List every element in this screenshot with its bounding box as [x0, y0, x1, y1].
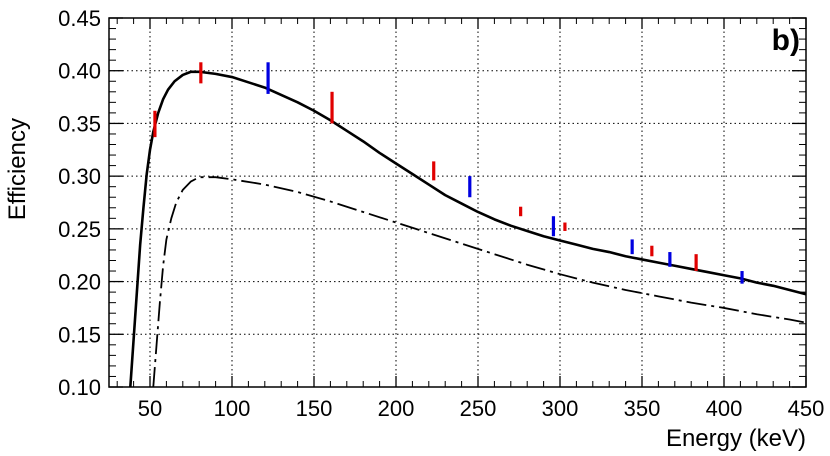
tick-labels: 50 100 150 200 250 300 350 400 450 0.10 0.15 0.20 0.… [58, 6, 824, 421]
y-tick-label: 0.10 [58, 375, 101, 400]
axis-ticks [109, 17, 807, 388]
data-error-bars [153, 62, 744, 284]
x-tick-label: 400 [706, 396, 743, 421]
y-tick-label: 0.40 [58, 59, 101, 84]
y-tick-label: 0.30 [58, 164, 101, 189]
x-tick-label: 450 [788, 396, 825, 421]
curve-fit-solid [129, 70, 807, 388]
y-tick-label: 0.20 [58, 270, 101, 295]
y-tick-label: 0.15 [58, 322, 101, 347]
x-tick-label: 200 [378, 396, 415, 421]
x-tick-label: 100 [214, 396, 251, 421]
x-axis-title: Energy (keV) [666, 425, 806, 452]
y-tick-label: 0.45 [58, 6, 101, 31]
x-tick-label: 50 [138, 396, 162, 421]
y-axis-title: Efficiency [4, 118, 31, 220]
panel-label: b) [772, 24, 800, 57]
y-tick-label: 0.25 [58, 217, 101, 242]
x-tick-label: 250 [460, 396, 497, 421]
plot-frame [108, 17, 807, 388]
curve-fit-dashdot [152, 176, 807, 388]
x-tick-label: 350 [624, 396, 661, 421]
y-tick-label: 0.35 [58, 111, 101, 136]
x-tick-label: 150 [296, 396, 333, 421]
fit-curves [129, 70, 807, 388]
x-tick-label: 300 [542, 396, 579, 421]
grid-lines [109, 18, 806, 387]
